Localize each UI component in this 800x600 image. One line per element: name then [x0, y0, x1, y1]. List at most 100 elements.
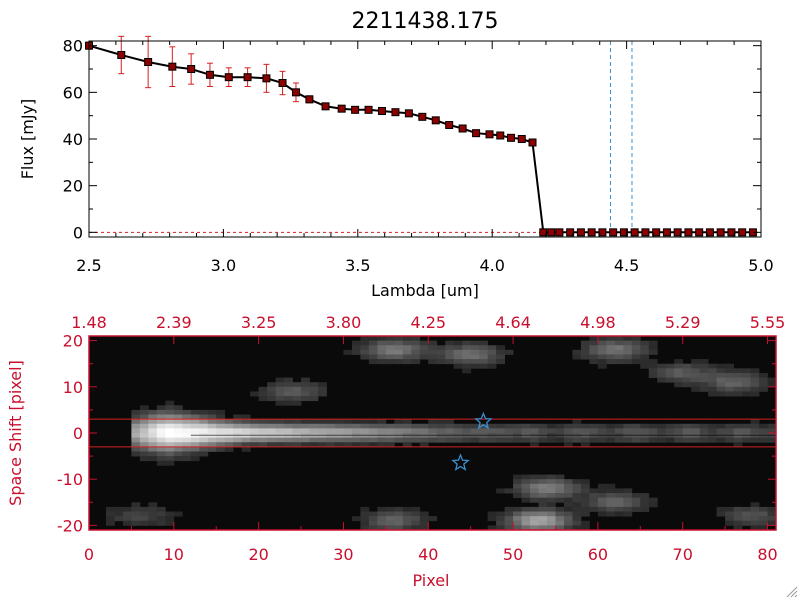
- image-pixel: [750, 391, 760, 397]
- image-pixel: [555, 488, 565, 494]
- flux-data-point: [337, 104, 346, 113]
- image-pixel: [148, 409, 158, 415]
- image-pixel: [292, 423, 302, 429]
- y-tick-label: 60: [63, 83, 83, 102]
- image-pixel: [657, 368, 667, 374]
- image-pixel: [351, 428, 361, 434]
- image-pixel: [402, 506, 412, 512]
- image-pixel: [131, 414, 141, 420]
- image-pixel: [216, 437, 226, 443]
- image-pixel: [292, 386, 302, 392]
- image-pixel: [563, 488, 573, 494]
- image-pixel: [139, 451, 149, 457]
- image-pixel: [504, 506, 514, 512]
- image-pixel: [351, 349, 361, 355]
- image-pixel: [267, 382, 276, 388]
- image-pixel: [648, 345, 658, 351]
- image-pixel: [521, 506, 531, 512]
- image-pixel: [716, 363, 726, 369]
- image-pixel: [547, 502, 556, 508]
- image-pixel: [326, 419, 336, 425]
- image-pixel: [699, 372, 709, 378]
- image-pixel: [105, 511, 115, 517]
- image-pixel: [733, 437, 743, 443]
- image-pixel: [190, 423, 200, 429]
- image-pixel: [216, 428, 226, 434]
- image-pixel: [148, 502, 158, 508]
- image-pixel: [233, 423, 243, 429]
- image-pixel: [156, 433, 166, 439]
- image-pixel: [318, 386, 327, 392]
- image-pixel: [572, 520, 582, 526]
- image-pixel: [436, 423, 446, 429]
- image-pixel: [631, 506, 641, 512]
- image-pixel: [131, 423, 141, 429]
- image-pixel: [648, 368, 658, 374]
- image-pixel: [453, 363, 463, 369]
- image-pixel: [241, 419, 251, 425]
- image-pixel: [547, 493, 556, 499]
- image-pixel: [301, 391, 310, 397]
- flux-data-point: [716, 228, 725, 237]
- image-pixel: [513, 479, 522, 485]
- image-pixel: [139, 437, 149, 443]
- image-pixel: [479, 428, 489, 434]
- image-pixel: [360, 442, 370, 448]
- image-pixel: [182, 433, 192, 439]
- image-pixel: [428, 359, 438, 365]
- image-pixel: [699, 363, 709, 369]
- image-pixel: [648, 372, 658, 378]
- x-tick-label: 3.0: [211, 256, 236, 275]
- image-pixel: [182, 442, 192, 448]
- image-pixel: [496, 428, 505, 434]
- image-pixel: [597, 483, 607, 489]
- image-pixel: [436, 349, 446, 355]
- image-pixel: [377, 419, 387, 425]
- image-pixel: [648, 349, 658, 355]
- image-pixel: [385, 354, 395, 360]
- image-pixel: [708, 382, 718, 388]
- image-pixel: [623, 340, 633, 346]
- image-pixel: [648, 340, 658, 346]
- image-pixel: [521, 483, 531, 489]
- image-pixel: [665, 437, 675, 443]
- image-pixel: [606, 497, 616, 503]
- image-pixel: [139, 433, 149, 439]
- image-pixel: [394, 349, 404, 355]
- resize-grip-icon[interactable]: [786, 586, 798, 598]
- image-pixel: [614, 437, 624, 443]
- image-pixel: [156, 446, 166, 452]
- image-pixel: [691, 368, 701, 374]
- image-pixel: [496, 354, 505, 360]
- x-tick-label: 4.0: [479, 256, 504, 275]
- image-pixel: [411, 428, 421, 434]
- image-pixel: [139, 414, 149, 420]
- image-pixel: [173, 437, 183, 443]
- image-pixel: [640, 359, 650, 365]
- image-pixel: [385, 423, 395, 429]
- image-pixel: [224, 419, 234, 425]
- image-pixel: [733, 428, 743, 434]
- image-pixel: [521, 423, 531, 429]
- image-pixel: [394, 516, 404, 522]
- image-pixel: [538, 502, 548, 508]
- flux-data-point: [598, 228, 607, 237]
- image-pixel: [411, 437, 421, 443]
- image-pixel: [742, 377, 751, 383]
- image-pixel: [547, 516, 556, 522]
- image-pixel: [275, 386, 285, 392]
- wavelength-tick-label: 3.25: [241, 313, 277, 332]
- image-pixel: [292, 437, 302, 443]
- image-pixel: [742, 382, 751, 388]
- image-pixel: [580, 423, 590, 429]
- image-pixel: [742, 437, 751, 443]
- image-pixel: [614, 493, 624, 499]
- image-pixel: [733, 386, 743, 392]
- image-pixel: [657, 437, 667, 443]
- image-pixel: [318, 442, 327, 448]
- image-pixel: [207, 414, 217, 420]
- image-pixel: [521, 511, 531, 517]
- image-pixel: [402, 511, 412, 517]
- image-pixel: [402, 437, 412, 443]
- image-pixel: [114, 516, 124, 522]
